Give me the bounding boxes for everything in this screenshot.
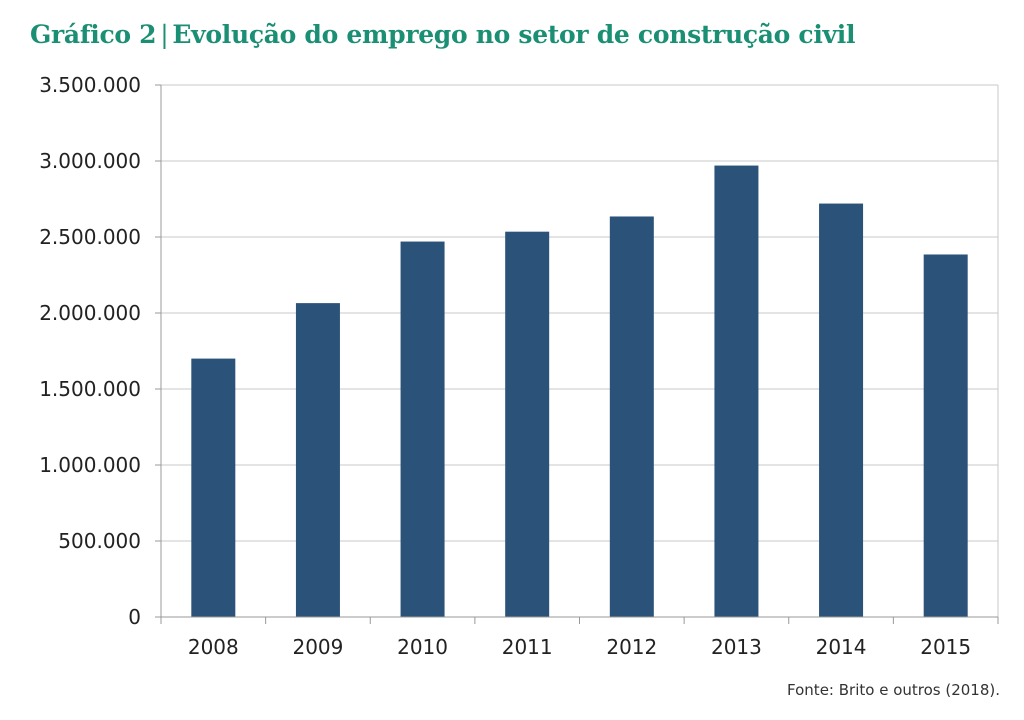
title-separator: | [160,20,169,49]
x-tick-label: 2010 [397,635,448,659]
x-tick-label: 2009 [292,635,343,659]
chart-title-text: Evolução do emprego no setor de construç… [172,20,856,49]
bar-2015 [923,254,968,618]
axes [155,84,999,624]
y-tick-label: 2.000.000 [39,301,141,325]
bar-2012 [609,216,654,618]
y-tick-label: 2.500.000 [39,225,141,249]
chart-number: Gráfico 2 [30,20,157,49]
bars [191,165,968,618]
bar-2010 [400,241,445,617]
source-note: Fonte: Brito e outros (2018). [787,681,1000,699]
y-tick-label: 1.000.000 [39,453,141,477]
y-tick-label: 3.500.000 [39,73,141,97]
bar-2011 [505,231,550,617]
bar-2013 [714,165,759,617]
y-tick-label: 0 [128,605,141,629]
x-tick-label: 2012 [606,635,657,659]
x-tick-labels: 2008 2009 2010 2011 2012 2013 2014 2015 [188,635,971,659]
x-tick-label: 2014 [816,635,867,659]
grid-lines [161,84,998,542]
bar-2014 [819,203,864,617]
x-tick-label: 2015 [920,635,971,659]
x-tick-label: 2013 [711,635,762,659]
y-tick-labels: 0 500.000 1.000.000 1.500.000 2.000.000 2.500… [39,73,141,629]
y-tick-label: 1.500.000 [39,377,141,401]
bar-2009 [295,303,340,617]
x-tick-label: 2008 [188,635,239,659]
y-tick-label: 3.000.000 [39,149,141,173]
y-tick-label: 500.000 [58,529,141,553]
chart-title: Gráfico 2 | Evolução do emprego no setor d… [30,20,855,49]
x-tick-label: 2011 [502,635,553,659]
bar-2008 [191,358,236,617]
